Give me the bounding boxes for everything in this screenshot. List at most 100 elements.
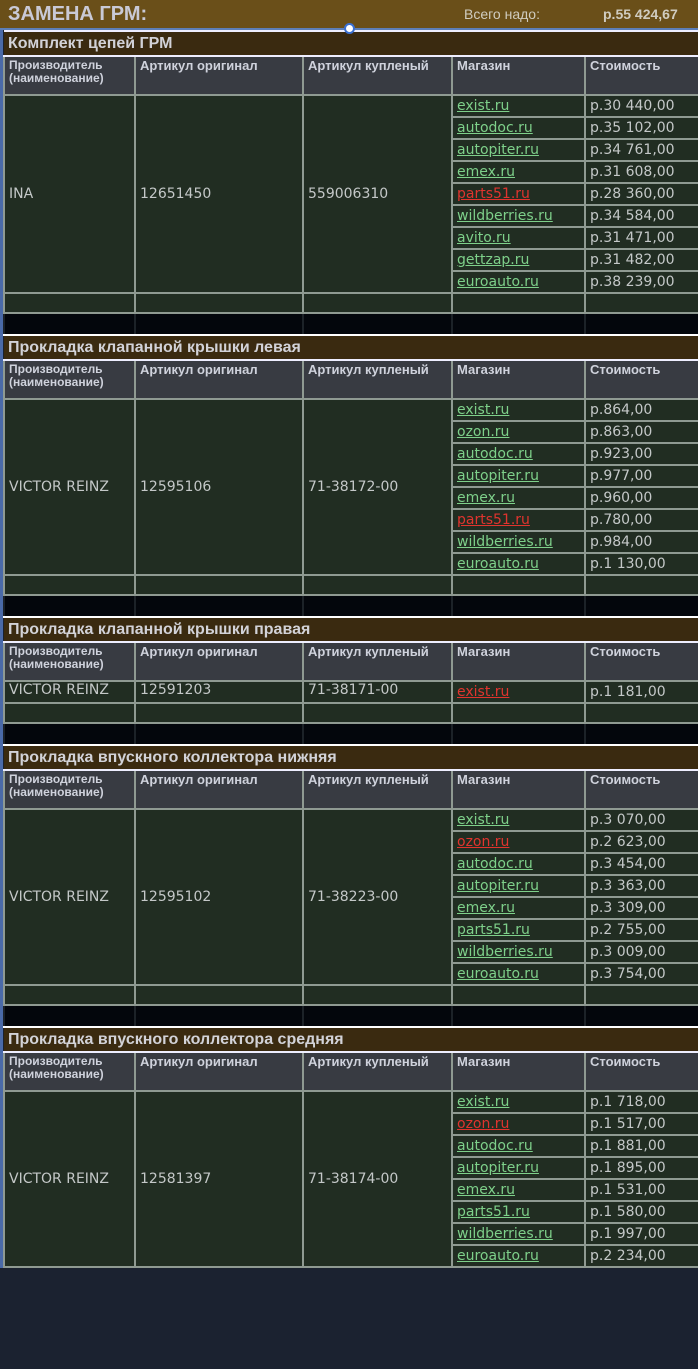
- empty-cell[interactable]: [583, 702, 698, 724]
- shop-link[interactable]: emex.ru: [457, 900, 515, 916]
- shop-link[interactable]: ozon.ru: [457, 424, 510, 440]
- shop-cell: emex.ru: [451, 896, 586, 920]
- shop-link[interactable]: euroauto.ru: [457, 1248, 539, 1264]
- price-cell: р.984,00: [583, 530, 698, 554]
- empty-cell[interactable]: [302, 984, 453, 1006]
- empty-cell[interactable]: [3, 984, 136, 1006]
- shop-link[interactable]: emex.ru: [457, 164, 515, 180]
- shop-link[interactable]: autopiter.ru: [457, 142, 539, 158]
- separator-cell: [451, 1004, 586, 1028]
- separator-cell: [134, 722, 304, 746]
- column-header: Производитель (наименование): [3, 1051, 136, 1092]
- separator-cell: [3, 1004, 136, 1028]
- price-cell: р.35 102,00: [583, 116, 698, 140]
- section-header: Прокладка клапанной крышки правая: [4, 616, 698, 643]
- shop-link[interactable]: wildberries.ru: [457, 1226, 553, 1242]
- empty-cell[interactable]: [134, 292, 304, 314]
- shop-cell: euroauto.ru: [451, 1244, 586, 1268]
- shop-link[interactable]: autodoc.ru: [457, 446, 533, 462]
- section-title: Прокладка впускного коллектора нижняя: [4, 744, 698, 771]
- shop-link[interactable]: exist.ru: [457, 812, 510, 828]
- shop-link[interactable]: ozon.ru: [457, 1116, 510, 1132]
- table-row: VICTOR REINZ 12595102 71-38223-00 exist.ru р…: [3, 808, 698, 986]
- shop-link[interactable]: euroauto.ru: [457, 556, 539, 572]
- shop-link[interactable]: wildberries.ru: [457, 534, 553, 550]
- shop-link[interactable]: parts51.ru: [457, 1204, 530, 1220]
- shop-link[interactable]: exist.ru: [457, 98, 510, 114]
- shop-link[interactable]: parts51.ru: [457, 512, 530, 528]
- empty-cell[interactable]: [134, 984, 304, 1006]
- shop-link[interactable]: autodoc.ru: [457, 120, 533, 136]
- price-cell: р.3 009,00: [583, 940, 698, 964]
- shop-link[interactable]: euroauto.ru: [457, 274, 539, 290]
- shop-cell: emex.ru: [451, 160, 586, 184]
- empty-cell[interactable]: [583, 292, 698, 314]
- separator-cell: [134, 594, 304, 618]
- empty-cell[interactable]: [451, 574, 586, 596]
- section-header: Прокладка впускного коллектора средняя: [4, 1026, 698, 1053]
- column-header: Производитель (наименование): [3, 641, 136, 682]
- empty-cell[interactable]: [134, 574, 304, 596]
- shop-link[interactable]: autopiter.ru: [457, 1160, 539, 1176]
- empty-cell[interactable]: [134, 702, 304, 724]
- resize-handle[interactable]: [344, 23, 355, 34]
- column-header-row: Производитель (наименование) Артикул ориг…: [3, 55, 698, 96]
- shop-link[interactable]: wildberries.ru: [457, 208, 553, 224]
- separator-cell: [451, 722, 586, 746]
- empty-cell[interactable]: [3, 574, 136, 596]
- shop-link[interactable]: exist.ru: [457, 402, 510, 418]
- price-cell: р.864,00: [583, 398, 698, 422]
- shop-cell: autopiter.ru: [451, 138, 586, 162]
- price-cell: р.34 761,00: [583, 138, 698, 162]
- price-cell: р.31 471,00: [583, 226, 698, 250]
- empty-cell[interactable]: [3, 292, 136, 314]
- table-row: euroauto.ru р.2 234,00: [4, 1244, 698, 1268]
- shop-link[interactable]: emex.ru: [457, 1182, 515, 1198]
- empty-cell[interactable]: [3, 702, 136, 724]
- shop-link[interactable]: ozon.ru: [457, 834, 510, 850]
- empty-cell[interactable]: [451, 984, 586, 1006]
- shop-link[interactable]: autodoc.ru: [457, 1138, 533, 1154]
- section-title: Прокладка клапанной крышки левая: [4, 334, 698, 361]
- empty-cell[interactable]: [302, 702, 453, 724]
- shop-link[interactable]: parts51.ru: [457, 922, 530, 938]
- shop-cell: avito.ru: [451, 226, 586, 250]
- shop-link[interactable]: autopiter.ru: [457, 468, 539, 484]
- shop-link[interactable]: avito.ru: [457, 230, 511, 246]
- title-bar: ЗАМЕНА ГРМ: Всего надо: р.55 424,67: [0, 0, 698, 34]
- empty-cell[interactable]: [302, 292, 453, 314]
- bought-article-cell: 71-38174-00: [302, 1090, 453, 1268]
- price-cell: р.1 895,00: [583, 1156, 698, 1180]
- shop-link[interactable]: exist.ru: [457, 684, 510, 700]
- shop-link[interactable]: emex.ru: [457, 490, 515, 506]
- maker-cell: INA: [3, 94, 136, 294]
- price-cell: р.1 997,00: [583, 1222, 698, 1246]
- column-header: Магазин: [451, 641, 586, 682]
- shop-link[interactable]: gettzap.ru: [457, 252, 530, 268]
- section-header: Прокладка клапанной крышки левая: [4, 334, 698, 361]
- shop-link[interactable]: autodoc.ru: [457, 856, 533, 872]
- shop-cell: autopiter.ru: [451, 874, 586, 898]
- empty-cell[interactable]: [451, 702, 586, 724]
- empty-cell[interactable]: [451, 292, 586, 314]
- column-header: Артикул купленый: [302, 1051, 453, 1092]
- parts-sheet: Комплект цепей ГРМ Производитель (наимено…: [0, 30, 698, 1268]
- shop-cell: parts51.ru: [451, 182, 586, 206]
- maker-cell: VICTOR REINZ: [3, 680, 136, 704]
- shop-cell: wildberries.ru: [451, 530, 586, 554]
- shop-link[interactable]: autopiter.ru: [457, 878, 539, 894]
- empty-row: [3, 702, 698, 724]
- empty-cell[interactable]: [583, 984, 698, 1006]
- price-cell: р.31 482,00: [583, 248, 698, 272]
- price-cell: р.3 454,00: [583, 852, 698, 876]
- table-row: ozon.ru р.2 623,00: [4, 830, 698, 854]
- table-row: wildberries.ru р.3 009,00: [4, 940, 698, 964]
- original-article-cell: 12651450: [134, 94, 304, 294]
- shop-link[interactable]: exist.ru: [457, 1094, 510, 1110]
- shop-cell: parts51.ru: [451, 508, 586, 532]
- empty-cell[interactable]: [302, 574, 453, 596]
- shop-link[interactable]: wildberries.ru: [457, 944, 553, 960]
- shop-link[interactable]: parts51.ru: [457, 186, 530, 202]
- empty-cell[interactable]: [583, 574, 698, 596]
- shop-link[interactable]: euroauto.ru: [457, 966, 539, 982]
